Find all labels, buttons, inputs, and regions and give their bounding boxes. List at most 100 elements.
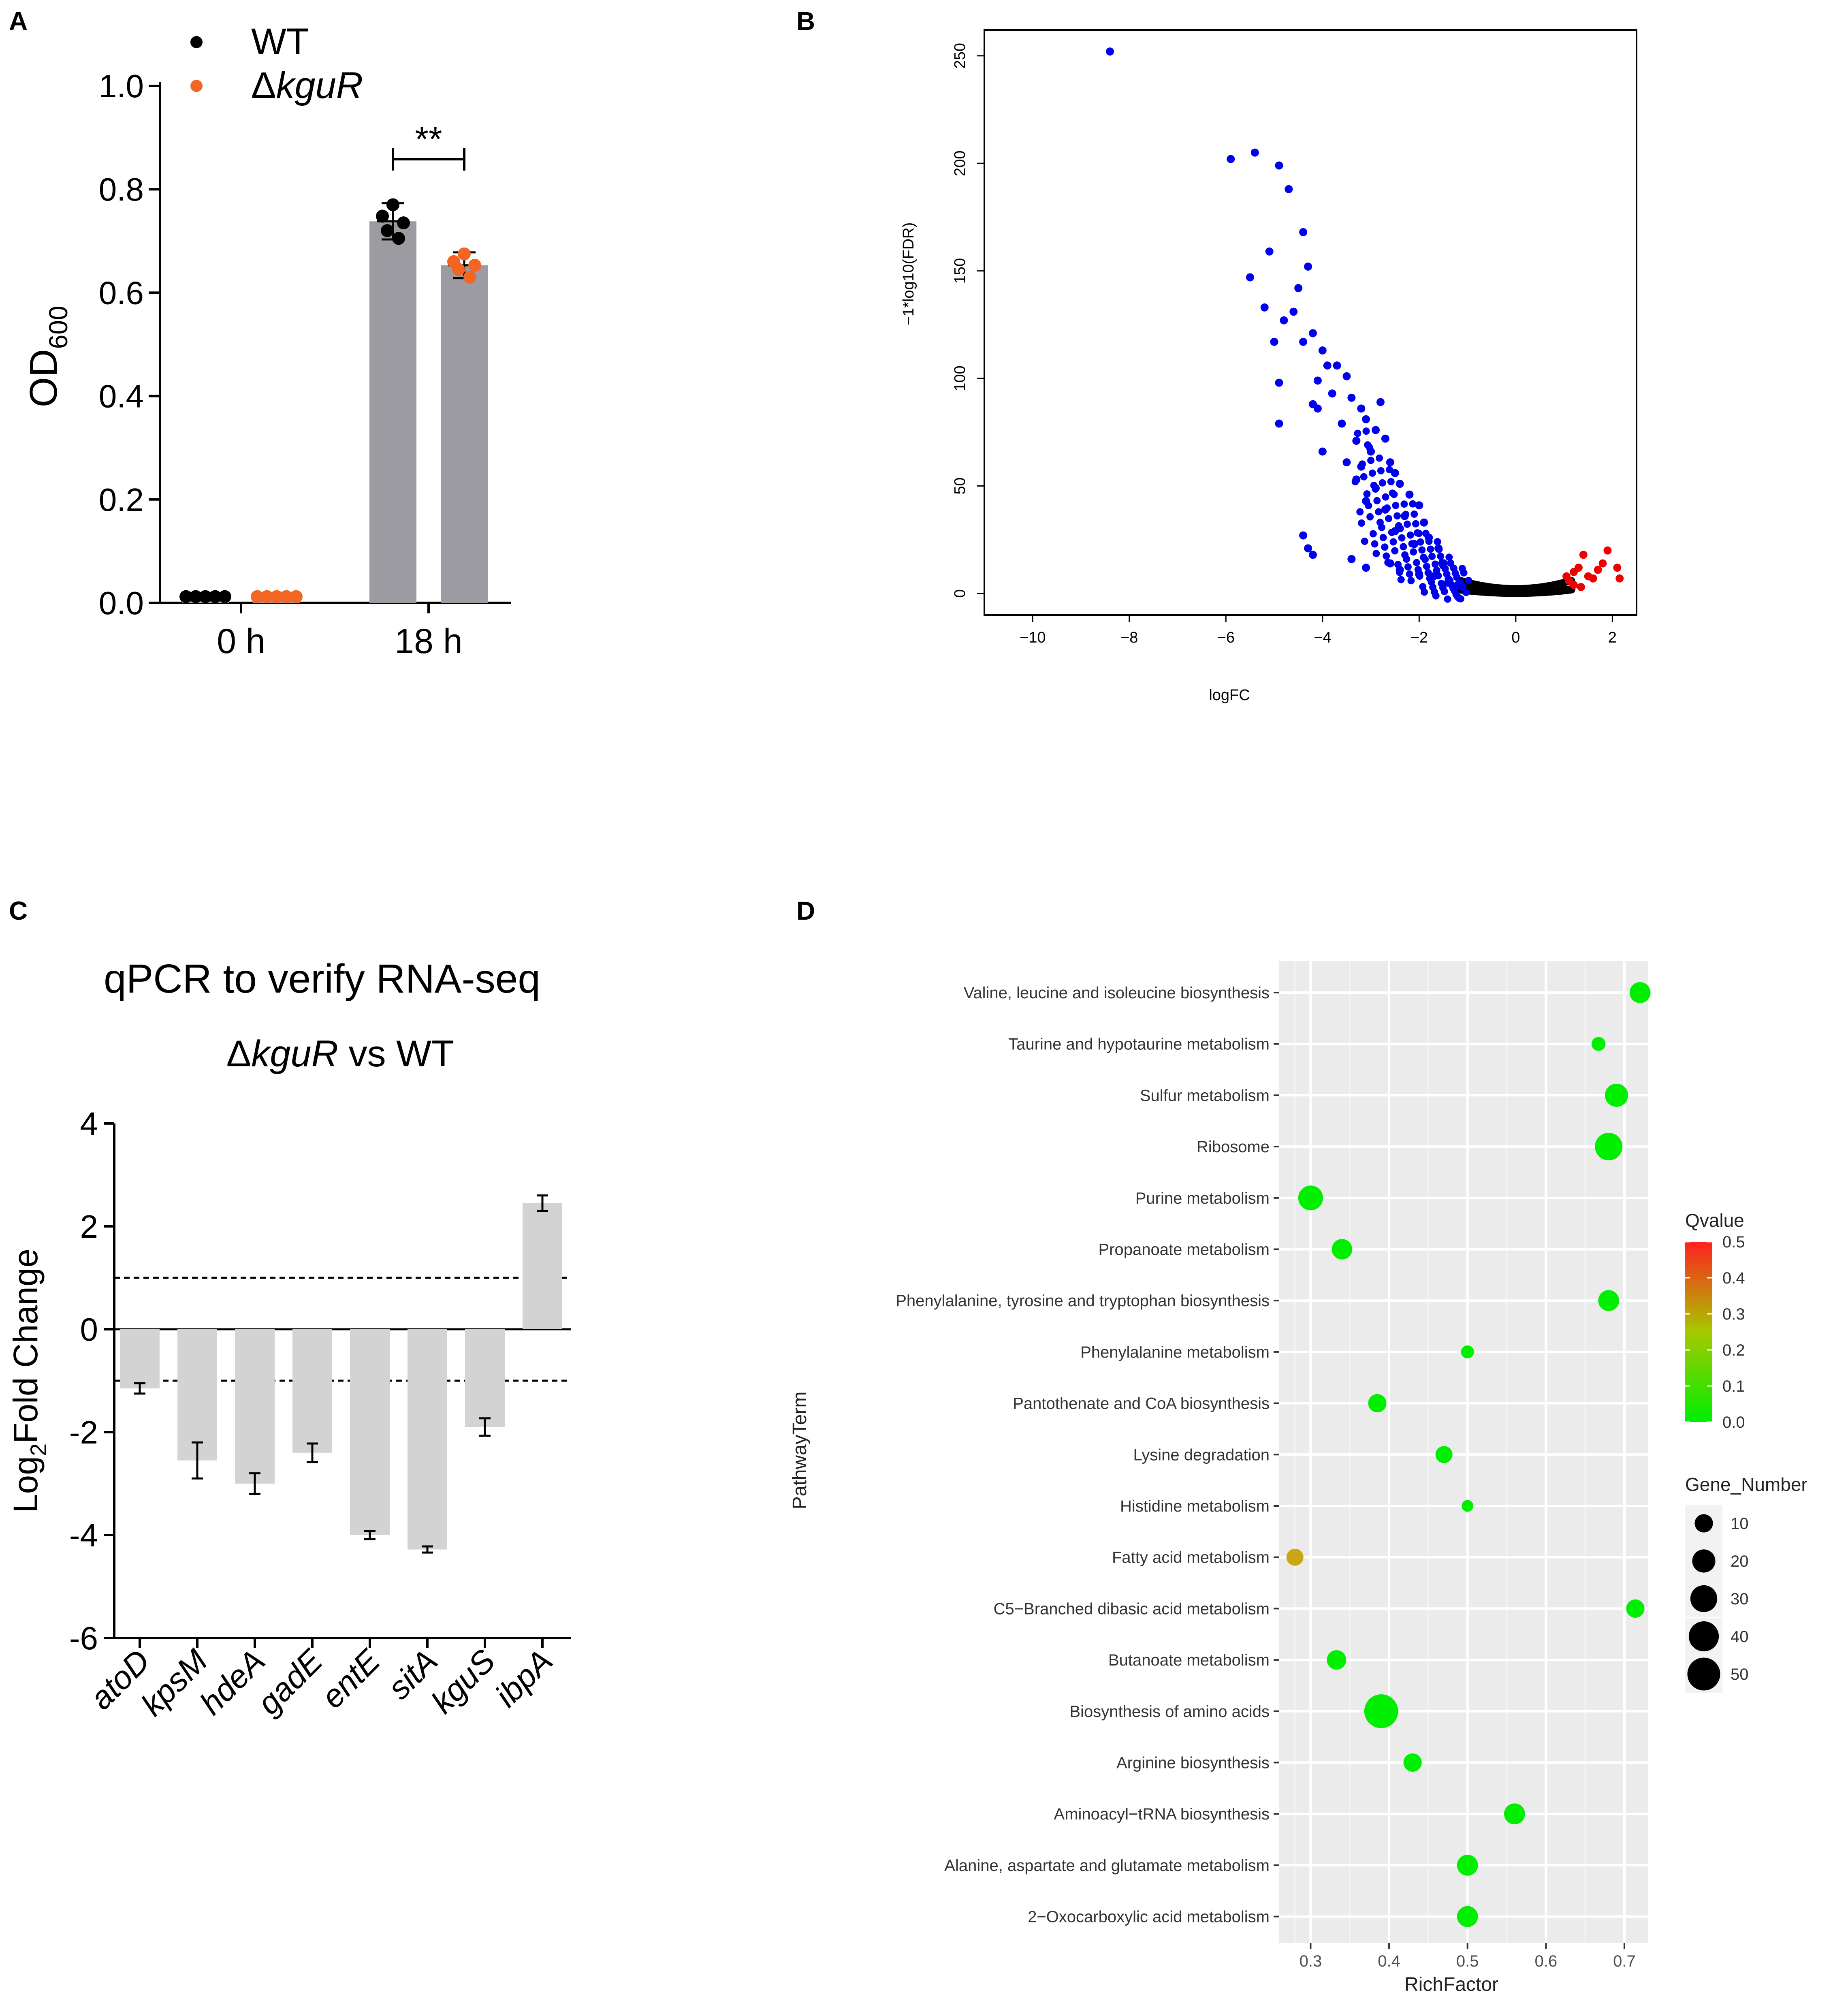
up-point bbox=[1579, 551, 1588, 559]
up-point bbox=[1569, 568, 1578, 576]
down-point bbox=[1434, 538, 1441, 546]
down-point bbox=[1289, 307, 1298, 316]
data-point-WT bbox=[199, 590, 212, 603]
data-point-WT bbox=[376, 209, 389, 223]
legend-ko-delta: Δ bbox=[251, 65, 276, 106]
down-point bbox=[1381, 543, 1389, 551]
bar-atoD bbox=[120, 1329, 160, 1389]
down-point bbox=[1354, 429, 1361, 437]
down-point bbox=[1381, 505, 1389, 514]
pathway-bubble bbox=[1457, 1855, 1478, 1876]
down-point bbox=[1368, 469, 1376, 477]
pathway-term-label: Valine, leucine and isoleucine biosynthe… bbox=[964, 984, 1270, 1002]
y-tick-label: 150 bbox=[952, 258, 969, 284]
pathway-bubble bbox=[1435, 1446, 1453, 1463]
data-point-WT bbox=[392, 232, 405, 245]
legend-wt-marker bbox=[190, 36, 203, 48]
qvalue-legend-tick: 0.5 bbox=[1722, 1233, 1745, 1251]
down-point bbox=[1313, 404, 1322, 413]
legend-ko-gene: kguR bbox=[276, 65, 363, 106]
down-point bbox=[1323, 361, 1332, 370]
bar-ΔkguR-18 h bbox=[441, 265, 488, 603]
pathway-bubble bbox=[1626, 1599, 1645, 1618]
size-legend-bubble bbox=[1690, 1585, 1718, 1612]
down-point bbox=[1352, 475, 1361, 484]
up-point bbox=[1589, 574, 1597, 583]
down-point bbox=[1458, 565, 1466, 572]
down-point bbox=[1431, 560, 1439, 568]
down-point bbox=[1410, 540, 1419, 548]
x-tick-label-ibpA: ibpA bbox=[488, 1642, 559, 1714]
y-tick-label: 0.4 bbox=[99, 378, 144, 414]
y-tick-label: 0.2 bbox=[99, 482, 144, 518]
down-point bbox=[1425, 533, 1433, 542]
down-point bbox=[1406, 531, 1414, 539]
down-point bbox=[1357, 404, 1366, 413]
x-tick-label: 0.7 bbox=[1613, 1952, 1636, 1970]
down-point bbox=[1458, 583, 1467, 591]
down-point bbox=[1304, 262, 1312, 271]
panel-d-letter: D bbox=[796, 896, 815, 925]
data-point-ΔkguR bbox=[458, 247, 471, 261]
data-point-WT bbox=[381, 224, 394, 237]
x-tick-label: 0 h bbox=[217, 622, 265, 661]
down-point bbox=[1391, 527, 1399, 535]
subtitle-gene: kguR bbox=[251, 1033, 338, 1074]
down-point bbox=[1396, 480, 1404, 488]
down-point bbox=[1386, 458, 1394, 467]
x-axis-label: RichFactor bbox=[1404, 1974, 1498, 1995]
pathway-term-label: Lysine degradation bbox=[1133, 1446, 1270, 1464]
y-tick-label: 0.0 bbox=[99, 585, 144, 621]
y-axis-label: PathwayTerm bbox=[789, 1392, 811, 1510]
bar-entE bbox=[350, 1329, 390, 1535]
up-point bbox=[1577, 583, 1585, 591]
y-axis-label: Log2Fold Change bbox=[6, 1249, 51, 1513]
down-point bbox=[1362, 497, 1370, 505]
down-point bbox=[1369, 530, 1377, 538]
pathway-term-label: 2−Oxocarboxylic acid metabolism bbox=[1028, 1908, 1270, 1926]
pathway-term-label: Purine metabolism bbox=[1135, 1189, 1270, 1207]
x-tick-label: −2 bbox=[1411, 629, 1428, 646]
pathway-bubble bbox=[1286, 1548, 1304, 1566]
down-point bbox=[1342, 458, 1351, 467]
down-point bbox=[1367, 457, 1375, 464]
pathway-term-label: Ribosome bbox=[1197, 1138, 1270, 1156]
down-point bbox=[1294, 284, 1303, 293]
pathway-bubble bbox=[1462, 1500, 1474, 1512]
x-tick-label: 18 h bbox=[395, 622, 462, 661]
down-point bbox=[1415, 530, 1423, 537]
down-point bbox=[1397, 576, 1405, 583]
down-point bbox=[1308, 551, 1317, 559]
x-tick-label-kpsM: kpsM bbox=[134, 1642, 214, 1723]
down-point bbox=[1379, 534, 1387, 541]
y-tick-label: 50 bbox=[952, 477, 969, 494]
panel-a-letter: A bbox=[9, 6, 28, 36]
pathway-term-label: Taurine and hypotaurine metabolism bbox=[1008, 1036, 1270, 1053]
up-point bbox=[1615, 574, 1624, 583]
down-point bbox=[1403, 520, 1411, 528]
x-tick-label-hdeA: hdeA bbox=[193, 1642, 272, 1721]
down-point bbox=[1250, 148, 1259, 157]
y-tick-label: 100 bbox=[952, 365, 969, 391]
size-legend-label: 50 bbox=[1731, 1666, 1749, 1683]
down-point bbox=[1445, 553, 1453, 561]
x-axis-label: logFC bbox=[1209, 687, 1250, 704]
plot-background bbox=[1279, 961, 1648, 1943]
down-point bbox=[1382, 493, 1389, 501]
down-point bbox=[1419, 583, 1427, 591]
down-point bbox=[1421, 555, 1429, 563]
down-point bbox=[1318, 447, 1327, 456]
data-point-WT bbox=[209, 590, 222, 603]
down-point bbox=[1275, 378, 1283, 387]
y-tick-label: 200 bbox=[952, 150, 969, 176]
pathway-bubble bbox=[1298, 1185, 1323, 1211]
y-tick-label: 1.0 bbox=[99, 68, 144, 104]
down-point bbox=[1227, 155, 1235, 163]
down-point bbox=[1304, 544, 1312, 553]
data-point-ΔkguR bbox=[251, 590, 264, 603]
down-point bbox=[1400, 543, 1407, 551]
data-point-ΔkguR bbox=[260, 590, 273, 603]
down-point bbox=[1415, 570, 1423, 579]
